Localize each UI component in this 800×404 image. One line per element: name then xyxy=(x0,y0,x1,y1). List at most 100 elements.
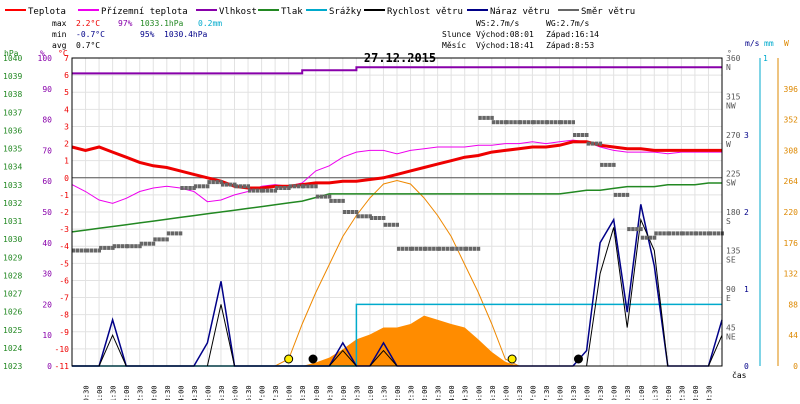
hpa-tick-label: 1031 xyxy=(3,217,22,226)
wind-direction-point xyxy=(329,198,333,203)
wind-direction-point xyxy=(315,194,320,199)
w-tick-label: 264 xyxy=(784,177,799,186)
hpa-tick-label: 1036 xyxy=(3,126,22,135)
wind-direction-point xyxy=(613,192,618,197)
pct-tick-label: 60 xyxy=(42,177,52,186)
wind-direction-point xyxy=(401,246,405,251)
deg-tick-label: 225 xyxy=(726,170,741,179)
legend-label-teplota: Teplota xyxy=(28,7,66,17)
hpa-tick-label: 1037 xyxy=(3,108,22,117)
info-ws: WS:2.7m/s xyxy=(476,19,520,28)
x-tick-label: 10:30 xyxy=(353,385,361,400)
dir-tick-label: W xyxy=(726,140,731,149)
wind-direction-point xyxy=(414,246,418,251)
wind-direction-point xyxy=(694,231,699,236)
wind-direction-point xyxy=(405,246,409,251)
wind-direction-point xyxy=(550,120,554,125)
deg-tick-label: 315 xyxy=(726,93,741,102)
x-tick-label: 11:00 xyxy=(367,385,375,400)
wind-direction-point xyxy=(546,120,550,125)
wind-direction-point xyxy=(455,246,459,251)
wind-direction-point xyxy=(604,162,608,167)
wind-direction-point xyxy=(126,244,130,249)
ms-tick-label: 2 xyxy=(744,208,749,217)
stat-avg-temp: 0.7°C xyxy=(76,41,100,50)
x-tick-label: 05:30 xyxy=(218,385,226,400)
c-tick-label: 7 xyxy=(64,54,69,63)
axis-title-time: čas xyxy=(732,370,747,380)
wind-direction-point xyxy=(112,244,117,249)
deg-tick-label: 135 xyxy=(726,247,741,256)
wind-direction-point xyxy=(451,246,455,251)
wind-direction-point xyxy=(279,186,283,190)
moonset-marker xyxy=(308,354,318,364)
x-tick-label: 21:30 xyxy=(651,385,659,400)
wind-direction-point xyxy=(319,194,324,199)
legend-label-smer-vetru: Směr větru xyxy=(581,7,635,17)
wind-direction-point xyxy=(256,188,260,193)
wind-direction-point xyxy=(161,237,165,242)
wind-direction-point xyxy=(337,198,341,203)
wind-direction-point xyxy=(395,222,399,227)
wind-direction-point xyxy=(221,182,225,187)
moonrise-marker xyxy=(573,354,583,364)
wind-direction-point xyxy=(617,192,622,197)
dir-tick-label: NE xyxy=(726,333,736,342)
wind-direction-point xyxy=(540,120,544,125)
legend-label-srazky: Srážky xyxy=(329,7,362,17)
wind-direction-point xyxy=(184,186,188,190)
stat-max-press: 1033.1hPa xyxy=(140,19,184,28)
wind-direction-point xyxy=(193,184,198,189)
wind-direction-point xyxy=(495,120,500,125)
wind-direction-point xyxy=(472,246,477,251)
x-tick-label: 22:30 xyxy=(678,385,686,400)
x-tick-label: 01:30 xyxy=(110,385,118,400)
wind-direction-point xyxy=(526,120,531,125)
wind-direction-point xyxy=(428,246,432,251)
c-tick-label: -11 xyxy=(55,362,70,371)
ms-tick-label: 3 xyxy=(744,131,749,140)
stat-max-hum: 97% xyxy=(118,19,133,28)
axis-title-deg: ° xyxy=(727,49,732,58)
wind-direction-point xyxy=(667,231,672,236)
wind-direction-point xyxy=(681,231,685,236)
wind-direction-point xyxy=(441,246,446,251)
legend-label-vlhkost: Vlhkost xyxy=(219,7,257,17)
wind-direction-point xyxy=(99,245,103,250)
x-tick-label: 10:00 xyxy=(340,385,348,400)
deg-tick-label: 180 xyxy=(726,208,741,217)
wind-direction-point xyxy=(437,246,442,251)
axis-title-ms: m/s xyxy=(745,39,760,48)
stat-max-rain: 0.2mm xyxy=(198,19,222,28)
x-tick-label: 16:30 xyxy=(516,385,524,400)
plot-layer xyxy=(71,66,724,367)
wind-direction-point xyxy=(563,120,567,125)
wind-direction-point xyxy=(346,210,351,214)
hpa-tick-label: 1025 xyxy=(3,326,22,335)
pct-tick-label: 80 xyxy=(42,116,52,125)
deg-tick-label: 90 xyxy=(726,285,736,294)
wind-direction-point xyxy=(590,141,595,146)
wind-direction-point xyxy=(197,184,202,189)
pct-tick-label: 100 xyxy=(38,54,53,63)
wind-direction-point xyxy=(356,214,360,219)
wind-direction-point xyxy=(598,141,603,146)
w-tick-label: 220 xyxy=(784,208,799,217)
sun-moon-info: WS:2.7m/s WG:2.7m/s Slunce Východ:08:01 … xyxy=(442,19,599,50)
wind-direction-point xyxy=(675,231,680,236)
hpa-tick-label: 1034 xyxy=(3,163,22,172)
c-tick-label: -10 xyxy=(55,345,70,354)
wind-direction-point xyxy=(490,115,494,120)
w-tick-label: 44 xyxy=(788,331,798,340)
wind-direction-point xyxy=(225,182,229,187)
wind-direction-point xyxy=(559,120,563,125)
info-moon-label: Měsíc xyxy=(442,41,466,50)
wind-direction-point xyxy=(418,246,422,251)
wind-direction-point xyxy=(505,120,509,125)
x-tick-label: 02:00 xyxy=(123,385,131,400)
c-tick-label: 1 xyxy=(64,157,69,166)
c-tick-label: 0 xyxy=(64,174,69,183)
wind-direction-point xyxy=(364,214,368,219)
